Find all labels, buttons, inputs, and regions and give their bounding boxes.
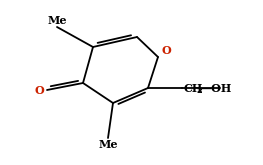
Text: CH: CH (184, 82, 203, 94)
Text: 2: 2 (196, 87, 202, 95)
Text: O: O (161, 45, 171, 56)
Text: Me: Me (47, 15, 67, 26)
Text: Me: Me (98, 139, 118, 150)
Text: O: O (34, 84, 44, 96)
Text: —OH: —OH (200, 82, 231, 94)
